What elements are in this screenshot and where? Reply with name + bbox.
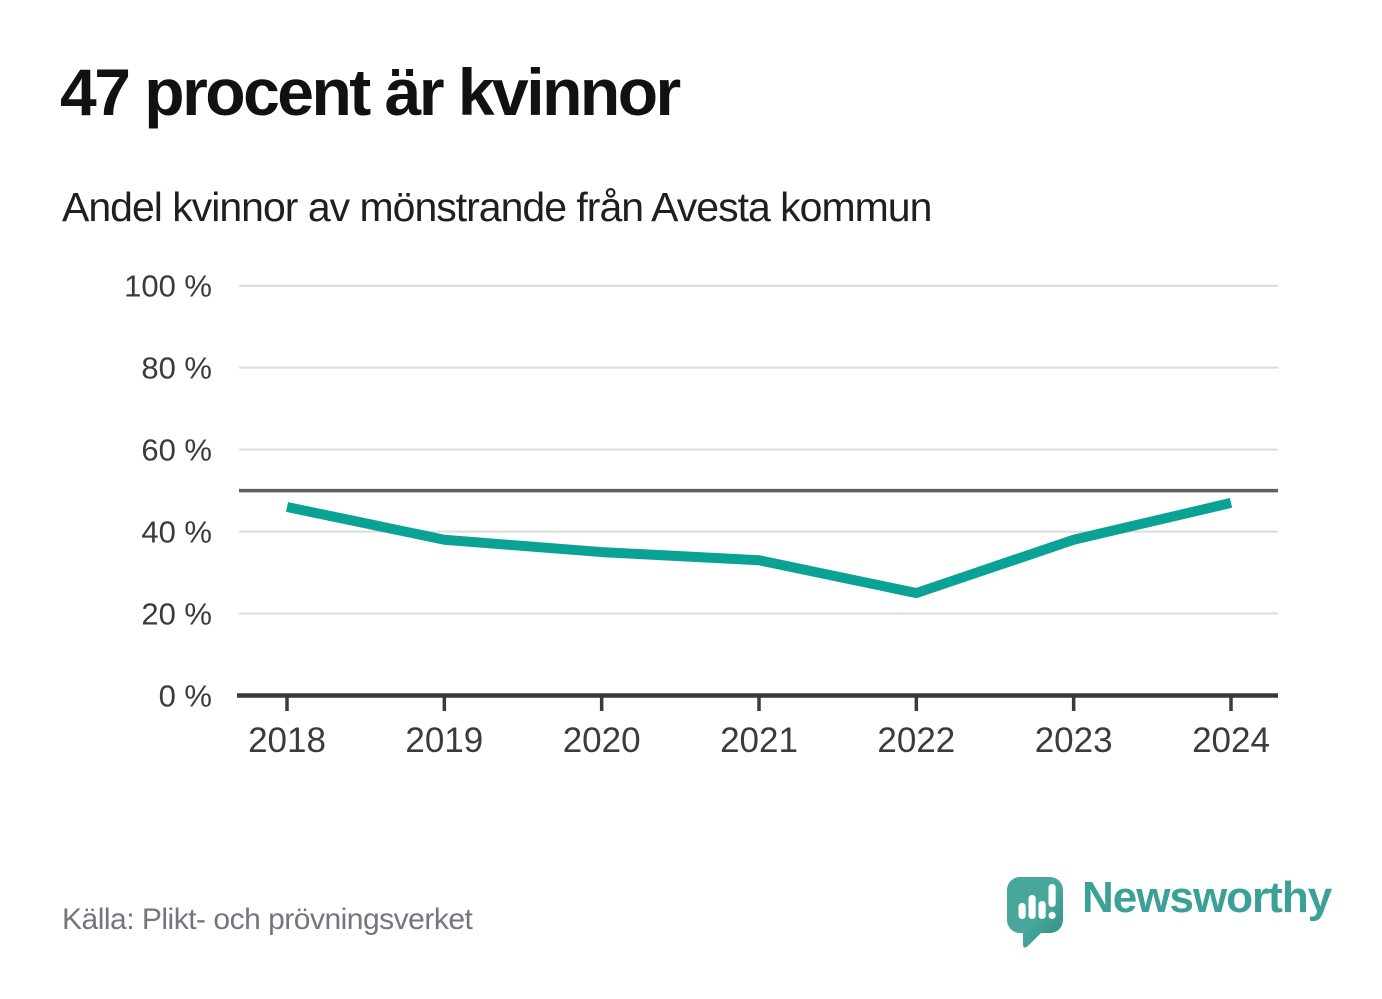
y-tick-label: 40 % <box>141 515 212 550</box>
chart-subtitle: Andel kvinnor av mönstrande från Avesta … <box>62 184 932 230</box>
x-tick-label: 2024 <box>1192 721 1270 760</box>
x-tick-label: 2018 <box>248 721 326 760</box>
y-tick-label: 0 % <box>159 679 212 714</box>
x-tick-label: 2019 <box>405 721 483 760</box>
x-tick-label: 2022 <box>877 721 955 760</box>
x-tick-label: 2023 <box>1035 721 1113 760</box>
trend-line <box>285 498 1233 599</box>
source-caption: Källa: Plikt- och prövningsverket <box>62 903 473 936</box>
chart-title: 47 procent är kvinnor <box>60 55 681 129</box>
y-tick-label: 80 % <box>141 351 212 386</box>
newsworthy-speech-bubble-bars-icon <box>1007 877 1063 948</box>
newsworthy-logo-text: Newsworthy <box>1082 873 1332 922</box>
x-tick-label: 2021 <box>720 721 798 760</box>
y-tick-label: 20 % <box>141 597 212 632</box>
y-tick-label: 100 % <box>124 269 212 304</box>
y-tick-label: 60 % <box>141 433 212 468</box>
x-tick-label: 2020 <box>563 721 641 760</box>
newsworthy-logo: Newsworthy <box>1006 873 1332 952</box>
